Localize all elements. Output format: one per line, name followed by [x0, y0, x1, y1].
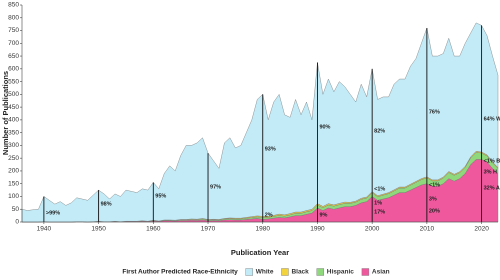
legend-label: Black: [291, 269, 309, 276]
y-tick-label: 650: [8, 53, 19, 60]
y-tick-label: 300: [8, 142, 19, 149]
annotation: <1% B: [484, 158, 500, 164]
annotation: 95%: [155, 193, 166, 199]
y-axis-title: Number of Publications: [1, 71, 10, 155]
annotation: 76%: [429, 109, 440, 115]
annotation: 17%: [374, 209, 385, 215]
y-tick-label: 0: [15, 219, 19, 226]
y-tick-label: 750: [8, 27, 19, 34]
y-tick-label: 250: [8, 155, 19, 162]
y-tick-label: 400: [8, 117, 19, 124]
x-tick-label: 2000: [365, 226, 380, 233]
legend-label: White: [256, 269, 274, 276]
y-tick-label: 150: [8, 180, 19, 187]
legend-swatch: [316, 268, 325, 276]
x-tick-label: 2010: [420, 226, 435, 233]
annotation: 2%: [265, 213, 273, 219]
annotation: 64% W: [484, 117, 500, 123]
y-tick-label: 800: [8, 14, 19, 21]
annotation: 1%: [374, 201, 382, 207]
x-tick-label: 1990: [310, 226, 325, 233]
legend-label: Hispanic: [327, 269, 354, 276]
annotation: 82%: [374, 129, 385, 135]
annotation: 3%: [429, 196, 437, 202]
y-tick-label: 700: [8, 40, 19, 47]
y-tick-label: 850: [8, 2, 19, 9]
y-tick-label: 200: [8, 168, 19, 175]
annotation: <1%: [374, 187, 385, 193]
annotation: 90%: [319, 124, 330, 130]
annotation: 32% A: [484, 185, 500, 191]
y-tick-label: 550: [8, 78, 19, 85]
y-tick-label: 50: [12, 206, 20, 213]
y-tick-label: 350: [8, 129, 19, 136]
x-tick-label: 2020: [474, 226, 489, 233]
y-tick-label: 450: [8, 104, 19, 111]
annotation: <1%: [429, 182, 440, 188]
x-axis-title: Publication Year: [231, 248, 289, 257]
x-tick-label: 1980: [256, 226, 271, 233]
x-tick-label: 1940: [37, 226, 52, 233]
annotation: >99%: [46, 211, 60, 217]
annotation: 3% H: [484, 169, 497, 175]
annotation: 98%: [101, 202, 112, 208]
legend-swatch: [281, 268, 289, 276]
legend: First Author Predicted Race-Ethnicity Whi…: [122, 268, 390, 276]
annotation: 93%: [265, 146, 276, 152]
x-tick-label: 1950: [91, 226, 106, 233]
annotation: 9%: [319, 213, 327, 219]
legend-label: Asian: [372, 269, 390, 276]
legend-swatch: [361, 268, 370, 276]
y-tick-label: 600: [8, 66, 19, 73]
y-tick-label: 100: [8, 193, 19, 200]
area: [21, 22, 499, 223]
annotation: 20%: [429, 208, 440, 214]
x-tick-label: 1970: [201, 226, 216, 233]
legend-title: First Author Predicted Race-Ethnicity: [122, 269, 238, 276]
legend-swatch: [245, 268, 253, 276]
x-tick-label: 1960: [146, 226, 161, 233]
y-tick-label: 500: [8, 91, 19, 98]
annotation: 97%: [210, 184, 221, 190]
